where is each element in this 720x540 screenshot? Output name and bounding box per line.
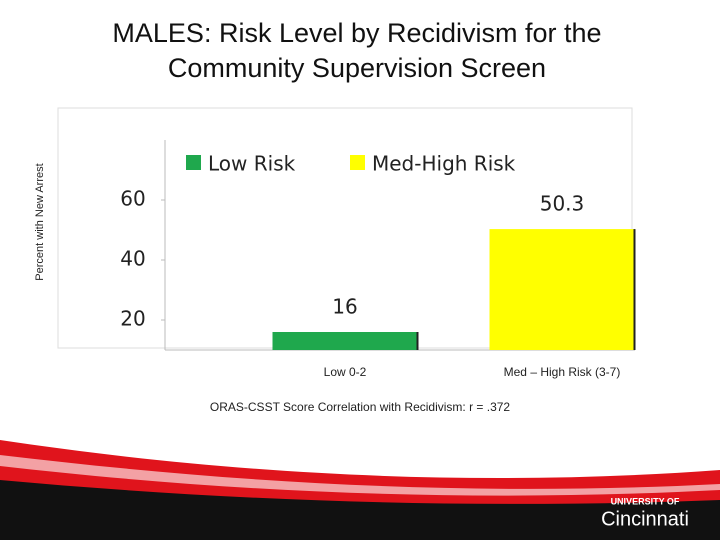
x-tick-label: Low 0-2 xyxy=(324,365,367,379)
logo-line: UNIVERSITY OF xyxy=(611,496,680,506)
logo-line: Cincinnati xyxy=(601,508,689,530)
x-tick-label: Med – High Risk (3-7) xyxy=(504,365,621,379)
legend-label: Low Risk xyxy=(208,152,296,176)
y-tick-label: 60 xyxy=(120,187,145,211)
legend-swatch xyxy=(186,155,201,170)
y-axis-label: Percent with New Arrest xyxy=(34,163,46,280)
y-tick-label: 40 xyxy=(120,247,145,271)
caption: ORAS-CSST Score Correlation with Recidiv… xyxy=(210,400,511,414)
swoosh-dark xyxy=(0,480,720,540)
data-label: 16 xyxy=(332,295,357,319)
data-label: 50.3 xyxy=(540,192,585,216)
swoosh-stripe xyxy=(0,455,720,496)
y-tick-label: 20 xyxy=(120,307,145,331)
legend-swatch xyxy=(350,155,365,170)
title-line: Community Supervision Screen xyxy=(168,53,546,83)
legend-label: Med-High Risk xyxy=(372,152,516,176)
bar xyxy=(489,229,635,350)
title-line: MALES: Risk Level by Recidivism for the xyxy=(112,18,601,48)
bar xyxy=(272,332,418,350)
